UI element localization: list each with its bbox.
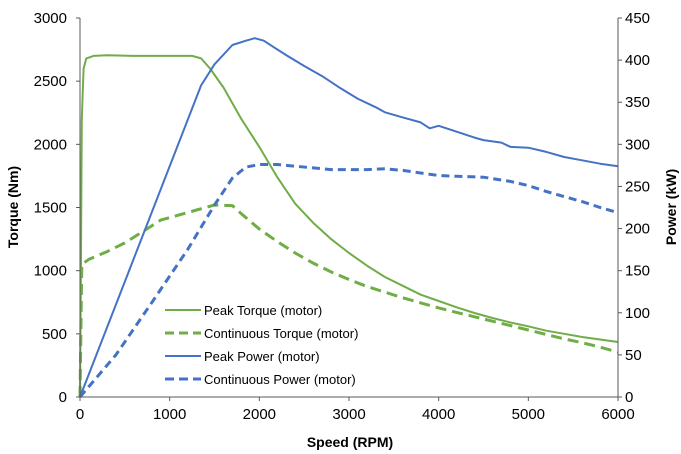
legend-label: Peak Torque (motor) (204, 303, 322, 318)
y-left-tick-label: 2000 (34, 136, 67, 153)
legend-label: Continuous Torque (motor) (204, 326, 358, 341)
x-axis-title: Speed (RPM) (307, 434, 393, 450)
y-right-axis-title: Power (kW) (663, 169, 679, 245)
y-right-tick-label: 400 (625, 52, 650, 69)
x-tick-label: 4000 (422, 406, 455, 423)
series-line-continuous-torque-motor (78, 203, 619, 398)
series-line-peak-torque-motor (79, 54, 619, 398)
y-right-tick-label: 450 (625, 10, 650, 27)
y-right-tick-label: 250 (625, 178, 650, 195)
y-left-tick-label: 3000 (34, 10, 67, 27)
y-left-tick-label: 500 (42, 326, 67, 343)
y-left-axis-title: Torque (Nm) (5, 166, 21, 248)
x-tick-label: 2000 (243, 406, 276, 423)
legend-label: Continuous Power (motor) (204, 372, 356, 387)
legend: Peak Torque (motor) Continuous Torque (mo… (165, 303, 358, 387)
y-right-tick-label: 200 (625, 221, 650, 238)
x-tick-label: 3000 (332, 406, 365, 423)
y-right-tick-label: 100 (625, 305, 650, 322)
series-line-continuous-power-motor (78, 163, 619, 398)
y-right-tick-label: 300 (625, 136, 650, 153)
y-right-tick-label: 50 (625, 347, 642, 364)
series-line-peak-power-motor (79, 37, 619, 398)
y-left-tick-label: 2500 (34, 73, 67, 90)
plot-area (78, 37, 619, 398)
axes: 0 1000 2000 3000 4000 5000 6000050010001500200… (34, 10, 650, 423)
x-tick-label: 0 (76, 406, 84, 423)
x-tick-label: 5000 (512, 406, 545, 423)
y-right-tick-label: 0 (625, 389, 633, 406)
y-left-tick-label: 1500 (34, 200, 67, 217)
y-left-tick-label: 1000 (34, 263, 67, 280)
x-tick-label: 6000 (601, 406, 634, 423)
y-right-tick-label: 350 (625, 94, 650, 111)
y-right-tick-label: 150 (625, 263, 650, 280)
legend-label: Peak Power (motor) (204, 349, 320, 364)
y-left-tick-label: 0 (59, 389, 67, 406)
x-tick-label: 1000 (153, 406, 186, 423)
